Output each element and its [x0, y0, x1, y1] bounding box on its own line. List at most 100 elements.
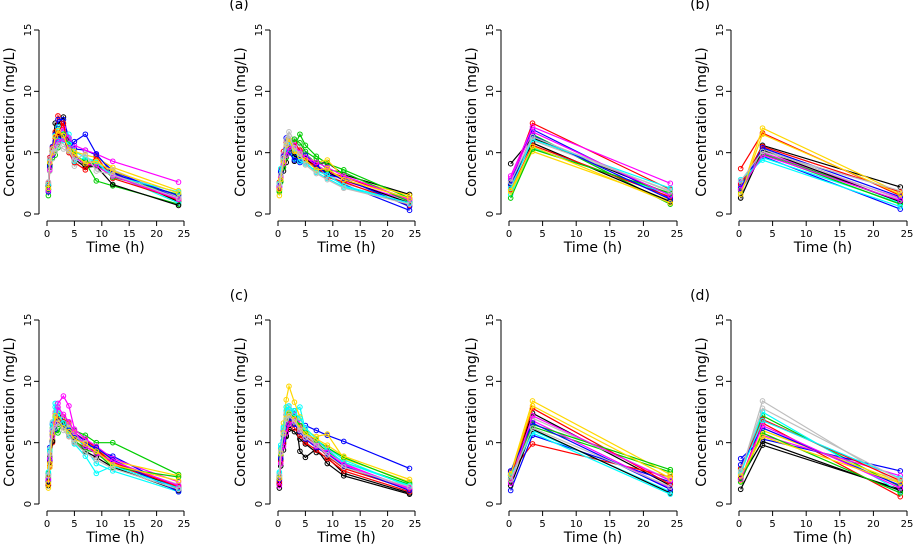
- y-tick-label: 10: [715, 375, 726, 388]
- data-point: [52, 133, 59, 140]
- x-tick-label: 20: [867, 229, 880, 240]
- data-point: [283, 141, 290, 147]
- data-point: [60, 116, 67, 123]
- x-tick-label: 25: [178, 229, 191, 240]
- data-point: [52, 425, 59, 431]
- x-axis-label: Time (h): [85, 240, 145, 256]
- x-tick-label: 5: [302, 519, 308, 530]
- data-point: [93, 448, 100, 455]
- y-axis-label: Concentration (mg/L): [464, 337, 480, 486]
- y-tick-label: 5: [23, 149, 34, 155]
- data-point: [109, 465, 116, 472]
- data-point: [897, 203, 904, 210]
- data-point: [49, 426, 56, 432]
- data-point: [45, 480, 52, 486]
- x-tick-label: 10: [570, 229, 583, 240]
- data-point: [529, 133, 536, 140]
- data-point: [313, 170, 320, 177]
- data-point: [507, 195, 514, 201]
- data-point: [324, 165, 331, 172]
- series-line-16: [47, 421, 179, 490]
- data-point: [297, 131, 303, 138]
- data-point: [60, 393, 67, 399]
- y-axis-label: Concentration (mg/L): [2, 47, 18, 196]
- data-point: [276, 482, 283, 489]
- data-point: [324, 157, 331, 163]
- data-point: [406, 465, 413, 472]
- data-point: [175, 474, 182, 480]
- data-point: [297, 404, 303, 410]
- data-point: [340, 176, 347, 183]
- y-tick-label: 0: [485, 501, 496, 507]
- data-point: [109, 158, 116, 165]
- data-point: [297, 140, 303, 146]
- y-tick-label: 10: [254, 85, 265, 98]
- x-tick-label: 25: [671, 229, 684, 240]
- data-point: [759, 148, 766, 155]
- y-tick-label: 5: [254, 149, 265, 155]
- data-point: [667, 477, 674, 484]
- x-tick-label: 5: [539, 519, 545, 530]
- data-point: [109, 458, 116, 464]
- data-point: [529, 412, 536, 419]
- series-line-16: [510, 135, 671, 193]
- data-point: [276, 472, 283, 479]
- data-point: [529, 441, 536, 447]
- data-point: [93, 470, 100, 477]
- data-point: [55, 138, 61, 145]
- y-axis-label: Concentration (mg/L): [464, 47, 480, 196]
- data-point: [175, 179, 182, 185]
- data-point: [60, 427, 67, 434]
- x-tick-label: 0: [506, 519, 512, 530]
- data-point: [507, 487, 514, 494]
- data-point: [291, 419, 298, 425]
- data-point: [897, 187, 904, 194]
- series-line-16: [740, 150, 901, 192]
- y-tick-label: 15: [715, 314, 726, 327]
- series-line-13: [740, 419, 901, 479]
- data-point: [297, 427, 303, 434]
- x-tick-label: 15: [354, 519, 367, 530]
- panel-label: (b): [690, 0, 710, 13]
- data-point: [291, 148, 298, 155]
- data-point: [109, 168, 116, 174]
- y-axis-label: Concentration (mg/L): [2, 337, 18, 486]
- x-tick-label: 10: [95, 229, 108, 240]
- data-point: [55, 142, 61, 149]
- data-point: [93, 457, 100, 463]
- data-point: [737, 476, 744, 483]
- series-line-14: [510, 131, 671, 197]
- y-tick-label: 10: [23, 375, 34, 388]
- data-point: [283, 416, 290, 423]
- series-line-16: [47, 144, 179, 199]
- data-point: [302, 162, 309, 168]
- series-line-15: [510, 405, 671, 479]
- data-point: [297, 415, 303, 421]
- x-tick-label: 15: [603, 519, 616, 530]
- x-tick-label: 25: [409, 229, 422, 240]
- data-point: [71, 157, 78, 163]
- data-point: [109, 461, 116, 468]
- x-tick-label: 20: [381, 229, 394, 240]
- x-tick-label: 0: [506, 229, 512, 240]
- x-tick-label: 25: [901, 519, 913, 530]
- series-line-6: [510, 126, 671, 184]
- data-point: [55, 124, 61, 130]
- series-line-14: [510, 414, 671, 484]
- data-point: [291, 157, 298, 163]
- x-tick-label: 10: [326, 519, 339, 530]
- y-tick-label: 15: [485, 314, 496, 327]
- data-point: [759, 433, 766, 440]
- data-point: [286, 412, 292, 419]
- data-point: [60, 146, 67, 152]
- data-point: [82, 449, 89, 456]
- x-tick-label: 10: [95, 519, 108, 530]
- x-tick-label: 0: [275, 519, 281, 530]
- data-point: [759, 131, 766, 138]
- data-point: [71, 138, 78, 145]
- data-point: [313, 427, 320, 434]
- data-point: [302, 148, 309, 155]
